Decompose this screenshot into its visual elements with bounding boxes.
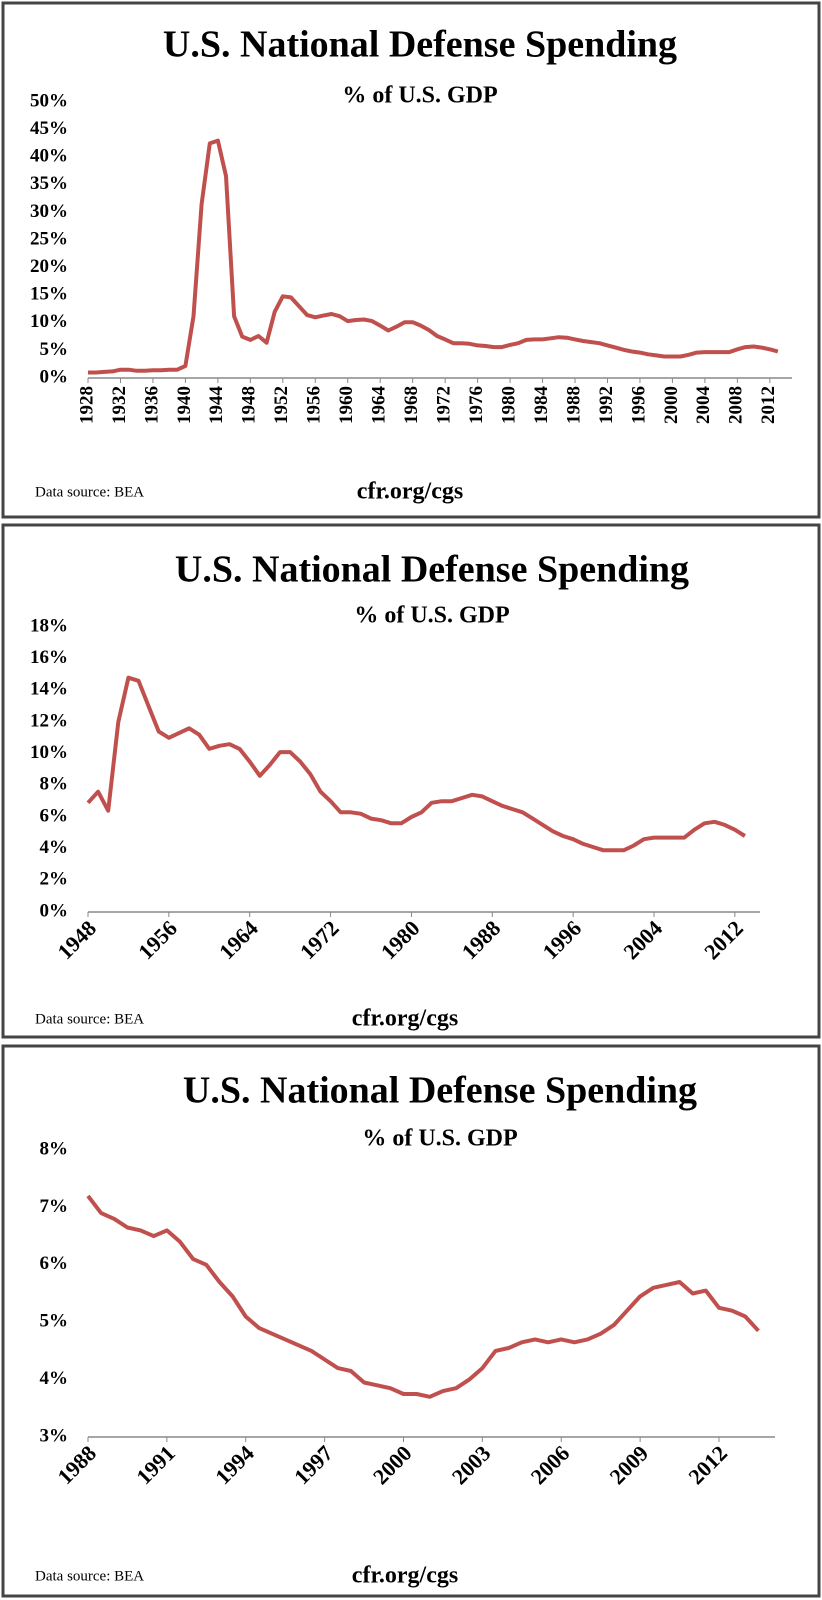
x-tick-label: 1928	[76, 386, 97, 424]
y-tick-label: 20%	[30, 256, 68, 277]
y-tick-label: 45%	[30, 118, 68, 139]
y-tick-label: 40%	[30, 146, 68, 167]
x-tick-label: 1952	[271, 386, 292, 424]
y-tick-label: 16%	[30, 647, 68, 668]
x-tick-label: 1964	[214, 915, 263, 964]
x-tick-label: 1992	[596, 386, 617, 424]
x-tick-label: 2009	[604, 1440, 653, 1489]
y-tick-label: 0%	[40, 366, 69, 387]
x-tick-label: 1972	[295, 915, 344, 964]
x-tick-label: 2008	[726, 386, 747, 424]
x-tick-label: 1972	[434, 386, 455, 424]
y-tick-label: 5%	[40, 339, 69, 360]
x-tick-label: 1956	[304, 386, 325, 424]
y-tick-label: 50%	[30, 90, 68, 111]
x-tick-label: 1984	[531, 386, 552, 425]
y-tick-label: 10%	[30, 311, 68, 332]
x-tick-label: 1932	[109, 386, 130, 424]
data-line	[86, 675, 746, 853]
data-source: Data source: BEA	[35, 1011, 144, 1027]
x-tick-label: 1936	[141, 386, 162, 424]
y-tick-label: 30%	[30, 201, 68, 222]
x-tick-label: 1980	[498, 386, 519, 424]
y-tick-label: 18%	[30, 615, 68, 636]
panel-border	[1, 1, 821, 519]
y-tick-label: 3%	[40, 1425, 69, 1446]
x-tick-label: 2012	[683, 1440, 732, 1489]
x-tick-label: 1996	[537, 915, 586, 964]
y-tick-label: 15%	[30, 284, 68, 305]
x-tick-label: 1996	[628, 386, 649, 424]
data-line	[86, 1194, 760, 1399]
x-tick-label: 2012	[758, 386, 779, 424]
y-tick-label: 4%	[40, 837, 69, 858]
y-tick-label: 25%	[30, 228, 68, 249]
x-tick-label: 1980	[376, 915, 425, 964]
y-tick-label: 8%	[40, 1138, 69, 1159]
footer-link: cfr.org/cgs	[357, 479, 463, 505]
data-source: Data source: BEA	[35, 484, 144, 500]
x-tick-label: 1968	[401, 386, 422, 424]
y-tick-label: 8%	[40, 774, 69, 795]
x-tick-label: 1944	[206, 386, 227, 425]
panel-border	[1, 523, 821, 1039]
y-tick-label: 35%	[30, 173, 68, 194]
chart-subtitle: % of U.S. GDP	[342, 83, 497, 109]
x-tick-label: 1994	[210, 1440, 259, 1489]
chart-subtitle: % of U.S. GDP	[362, 1126, 517, 1152]
x-tick-label: 2000	[661, 386, 682, 424]
footer-link: cfr.org/cgs	[352, 1563, 458, 1589]
x-tick-label: 1956	[133, 915, 182, 964]
x-tick-label: 1988	[52, 1440, 101, 1489]
x-tick-label: 1940	[174, 386, 195, 424]
x-tick-label: 1976	[466, 386, 487, 424]
x-tick-label: 1988	[563, 386, 584, 424]
y-tick-label: 2%	[40, 869, 69, 890]
x-tick-label: 2003	[447, 1440, 496, 1489]
data-source: Data source: BEA	[35, 1568, 144, 1584]
y-tick-label: 10%	[30, 742, 68, 763]
x-tick-label: 1948	[52, 915, 101, 964]
x-tick-label: 2004	[693, 386, 714, 425]
panel-border	[1, 1044, 821, 1598]
x-tick-label: 2012	[699, 915, 748, 964]
x-tick-label: 2000	[368, 1440, 417, 1489]
chart-title: U.S. National Defense Spending	[183, 1070, 697, 1112]
x-tick-label: 1964	[369, 386, 390, 425]
y-tick-label: 14%	[30, 679, 68, 700]
chart-title: U.S. National Defense Spending	[163, 24, 677, 66]
data-line	[88, 138, 779, 375]
y-tick-label: 12%	[30, 710, 68, 731]
y-tick-label: 5%	[40, 1311, 69, 1332]
x-tick-label: 1988	[457, 915, 506, 964]
x-tick-label: 1991	[131, 1440, 180, 1489]
footer-link: cfr.org/cgs	[352, 1006, 458, 1032]
x-tick-label: 1948	[239, 386, 260, 424]
x-tick-label: 1960	[336, 386, 357, 424]
x-tick-label: 1997	[289, 1440, 338, 1489]
y-tick-label: 6%	[40, 1253, 69, 1274]
y-tick-label: 6%	[40, 805, 69, 826]
y-tick-label: 4%	[40, 1368, 69, 1389]
x-tick-label: 2006	[526, 1440, 575, 1489]
chart-subtitle: % of U.S. GDP	[354, 603, 509, 629]
x-tick-label: 2004	[618, 915, 667, 964]
y-tick-label: 0%	[40, 900, 69, 921]
y-tick-label: 7%	[40, 1196, 69, 1217]
chart-title: U.S. National Defense Spending	[175, 549, 689, 591]
